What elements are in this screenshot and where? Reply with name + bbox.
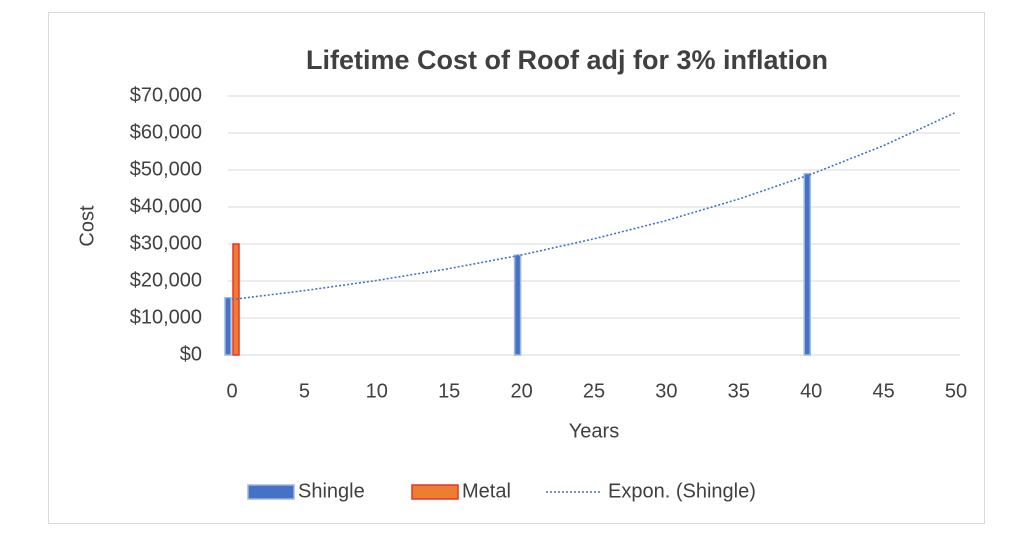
x-tick-label: 45 bbox=[872, 380, 894, 402]
y-tick-label: $60,000 bbox=[130, 121, 202, 143]
x-tick-label: 10 bbox=[366, 380, 388, 402]
y-tick-label: $20,000 bbox=[130, 269, 202, 291]
bar bbox=[224, 296, 232, 356]
x-axis-label: Years bbox=[569, 420, 619, 442]
y-tick-label: $10,000 bbox=[130, 306, 202, 328]
x-tick-label: 35 bbox=[728, 380, 750, 402]
y-tick-label: $0 bbox=[180, 343, 202, 365]
x-tick-label: 30 bbox=[655, 380, 677, 402]
y-tick-label: $40,000 bbox=[130, 195, 202, 217]
x-tick-label: 5 bbox=[299, 380, 310, 402]
x-tick-label: 50 bbox=[945, 380, 967, 402]
trend-line bbox=[231, 111, 957, 301]
legend-label: Metal bbox=[462, 480, 511, 502]
legend-swatch bbox=[247, 484, 295, 500]
y-tick-label: $70,000 bbox=[130, 84, 202, 106]
y-axis-label: Cost bbox=[76, 205, 98, 247]
y-tick-label: $30,000 bbox=[130, 232, 202, 254]
x-tick-label: 15 bbox=[438, 380, 460, 402]
chart-title: Lifetime Cost of Roof adj for 3% inflati… bbox=[306, 45, 828, 75]
legend-label: Expon. (Shingle) bbox=[608, 480, 756, 502]
legend-label: Shingle bbox=[298, 480, 365, 502]
x-tick-label: 40 bbox=[800, 380, 822, 402]
x-tick-label: 20 bbox=[510, 380, 532, 402]
x-tick-label: 0 bbox=[226, 380, 237, 402]
bar bbox=[513, 254, 522, 356]
bar bbox=[803, 172, 811, 356]
legend-swatch bbox=[411, 484, 459, 500]
y-tick-label: $50,000 bbox=[130, 158, 202, 180]
x-tick-label: 25 bbox=[583, 380, 605, 402]
